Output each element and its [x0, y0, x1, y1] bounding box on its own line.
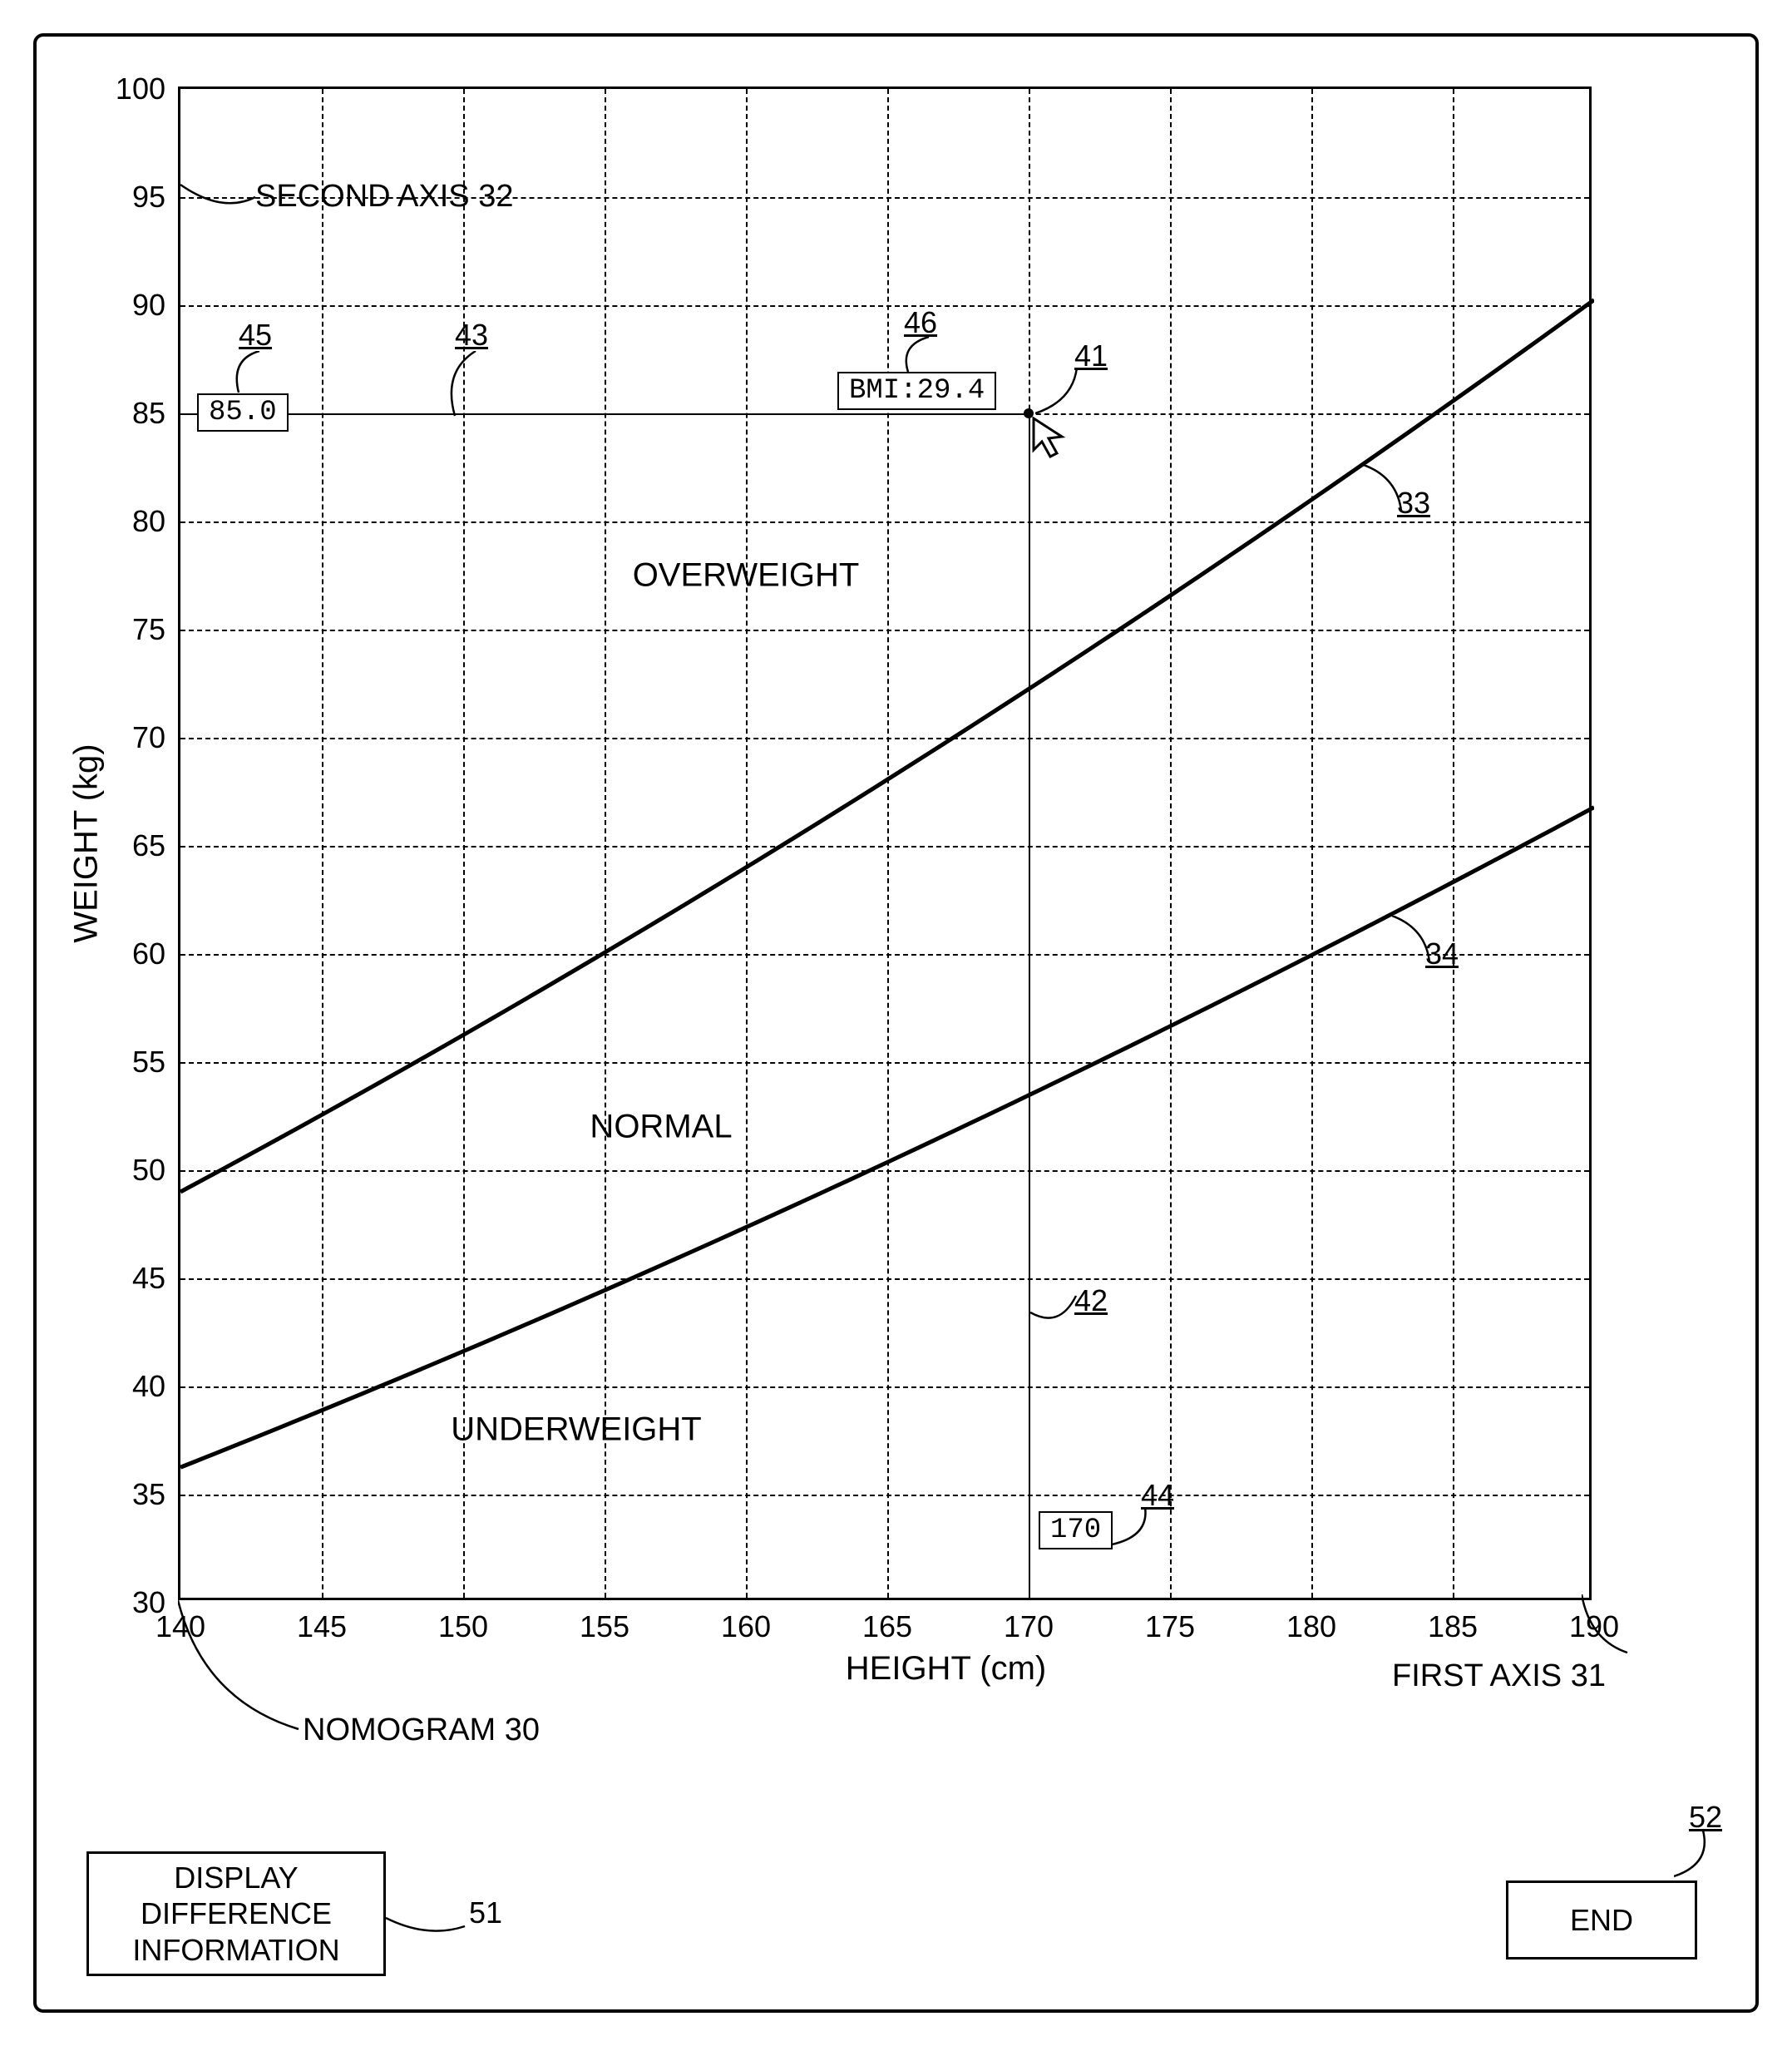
- nomogram-callout: NOMOGRAM 30: [303, 1712, 540, 1748]
- region-label: NORMAL: [590, 1109, 732, 1146]
- x-tick: 150: [438, 1598, 488, 1644]
- grid-line-v: [887, 89, 889, 1598]
- y-tick: 75: [132, 612, 180, 647]
- x-tick: 155: [580, 1598, 629, 1644]
- bmi-value-box: BMI:29.4: [837, 372, 996, 410]
- callout-51: 51: [469, 1895, 502, 1930]
- x-tick: 180: [1286, 1598, 1336, 1644]
- display-difference-button[interactable]: DISPLAY DIFFERENCE INFORMATION: [86, 1851, 386, 1976]
- y-tick: 45: [132, 1261, 180, 1296]
- callout-43: 43: [455, 318, 488, 353]
- y-tick: 55: [132, 1045, 180, 1080]
- y-tick: 90: [132, 288, 180, 323]
- y-tick: 95: [132, 180, 180, 215]
- y-tick: 40: [132, 1369, 180, 1404]
- callout-44: 44: [1141, 1478, 1174, 1513]
- callout-52: 52: [1689, 1800, 1722, 1835]
- callout-45: 45: [239, 318, 272, 353]
- grid-line-v: [1170, 89, 1172, 1598]
- grid-line-h: [180, 521, 1589, 523]
- grid-line-v: [746, 89, 748, 1598]
- grid-line-h: [180, 954, 1589, 956]
- x-tick: 190: [1569, 1598, 1619, 1644]
- grid-line-h: [180, 738, 1589, 739]
- y-tick: 60: [132, 937, 180, 971]
- height-value-box: 170: [1039, 1511, 1113, 1549]
- guide-line-vertical: [1029, 408, 1030, 1598]
- y-tick: 50: [132, 1153, 180, 1188]
- region-label: UNDERWEIGHT: [451, 1411, 701, 1449]
- second-axis-callout: SECOND AXIS 32: [255, 179, 513, 215]
- callout-33: 33: [1397, 486, 1430, 521]
- outer-frame: 3035404550556065707580859095100140145150…: [33, 33, 1759, 2013]
- x-axis-label: HEIGHT (cm): [846, 1600, 1046, 1688]
- grid-line-h: [180, 630, 1589, 631]
- first-axis-callout: FIRST AXIS 31: [1392, 1658, 1606, 1694]
- region-label: OVERWEIGHT: [633, 557, 860, 595]
- x-tick: 160: [721, 1598, 771, 1644]
- x-tick: 145: [297, 1598, 347, 1644]
- grid-line-v: [1453, 89, 1454, 1598]
- y-tick: 70: [132, 720, 180, 755]
- x-tick: 185: [1428, 1598, 1478, 1644]
- y-axis-label: WEIGHT (kg): [68, 744, 106, 942]
- end-button[interactable]: END: [1506, 1880, 1697, 1960]
- callout-52-curve: [1674, 1831, 1732, 1880]
- y-tick: 100: [116, 72, 180, 106]
- grid-line-v: [1311, 89, 1313, 1598]
- callout-34: 34: [1425, 937, 1459, 971]
- x-tick: 175: [1145, 1598, 1195, 1644]
- grid-line-v: [322, 89, 323, 1598]
- y-tick: 85: [132, 396, 180, 431]
- grid-line-v: [605, 89, 606, 1598]
- callout-41: 41: [1074, 339, 1108, 373]
- weight-value-box: 85.0: [197, 393, 289, 432]
- grid-line-h: [180, 305, 1589, 307]
- grid-line-h: [180, 1495, 1589, 1496]
- chart-container: 3035404550556065707580859095100140145150…: [178, 86, 1714, 1600]
- grid-line-h: [180, 1278, 1589, 1280]
- y-tick: 80: [132, 504, 180, 539]
- grid-line-h: [180, 1386, 1589, 1388]
- callout-42: 42: [1074, 1283, 1108, 1318]
- y-tick: 35: [132, 1477, 180, 1512]
- grid-line-h: [180, 1062, 1589, 1064]
- cursor-icon: [1032, 417, 1082, 467]
- grid-line-h: [180, 846, 1589, 848]
- plot-area: 3035404550556065707580859095100140145150…: [178, 86, 1592, 1600]
- x-tick: 140: [156, 1598, 205, 1644]
- grid-line-v: [463, 89, 465, 1598]
- callout-46: 46: [904, 305, 937, 340]
- grid-line-h: [180, 1170, 1589, 1172]
- guide-line-horizontal: [180, 413, 1029, 415]
- y-tick: 65: [132, 828, 180, 863]
